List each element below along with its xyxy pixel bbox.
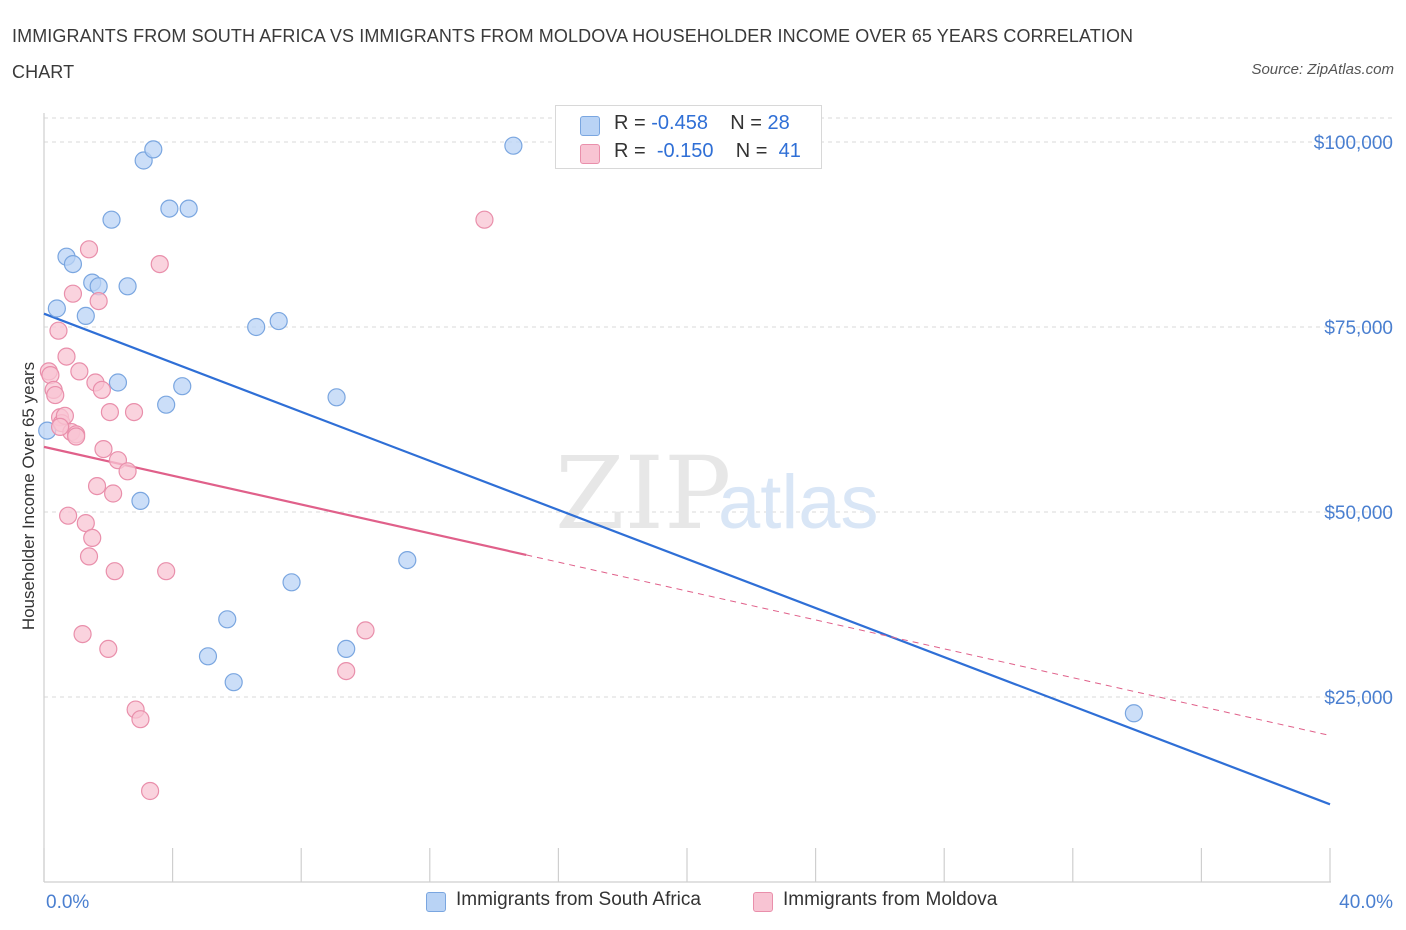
- series-label-moldova: Immigrants from Moldova: [783, 889, 998, 910]
- series-swatch-moldova: [753, 892, 773, 912]
- point-moldova: [100, 403, 120, 422]
- point-moldova: [41, 366, 60, 385]
- trend-line-south-africa: [43, 312, 1331, 806]
- legend-r-value: -0.150: [656, 140, 714, 162]
- point-moldova: [118, 462, 137, 481]
- watermark-atlas: atlas: [718, 460, 879, 545]
- data-points: [38, 136, 1143, 801]
- gridlines: [44, 117, 1394, 698]
- y-tick-label: $25,000: [1324, 688, 1393, 709]
- point-south-africa: [247, 317, 266, 337]
- legend-n-label: N =: [735, 140, 768, 162]
- point-moldova: [46, 385, 65, 405]
- legend-swatch-south-africa: [580, 116, 600, 136]
- point-south-africa: [224, 673, 243, 692]
- point-south-africa: [47, 299, 66, 318]
- y-axis-label: Householder Income Over 65 years: [19, 362, 38, 630]
- point-moldova: [356, 621, 375, 640]
- source-label: Source: ZipAtlas.com: [1251, 61, 1394, 78]
- point-south-africa: [1124, 704, 1143, 723]
- point-south-africa: [144, 140, 163, 159]
- series-legend: Immigrants from South Africa Immigrants …: [0, 889, 1406, 915]
- point-south-africa: [157, 395, 176, 414]
- point-moldova: [79, 240, 99, 259]
- point-moldova: [59, 506, 78, 525]
- point-moldova: [337, 661, 356, 681]
- point-south-africa: [269, 311, 288, 331]
- point-moldova: [57, 347, 76, 366]
- legend-n-value: 41: [778, 140, 801, 162]
- point-south-africa: [218, 610, 237, 629]
- chart-title: IMMIGRANTS FROM SOUTH AFRICA VS IMMIGRAN…: [12, 26, 1134, 82]
- point-south-africa: [198, 647, 218, 666]
- legend-r-value: -0.458: [651, 112, 708, 134]
- point-moldova: [89, 292, 108, 311]
- point-south-africa: [398, 550, 417, 570]
- trend-lines: [43, 312, 1331, 806]
- correlation-legend: R = -0.458 N = 28 R = -0.150 N = 41: [555, 105, 822, 169]
- series-swatch-south-africa: [426, 892, 446, 912]
- point-moldova: [83, 528, 102, 548]
- point-moldova: [124, 403, 144, 422]
- axis-labels: $25,000 $50,000 $75,000 $100,000 0.0% 40.0% Ho…: [19, 133, 1393, 913]
- point-moldova: [79, 547, 99, 566]
- legend-swatch-moldova: [580, 144, 600, 164]
- point-south-africa: [131, 491, 150, 510]
- point-moldova: [104, 484, 123, 503]
- point-south-africa: [102, 210, 121, 229]
- point-south-africa: [108, 373, 128, 392]
- axes: [43, 113, 1331, 883]
- point-south-africa: [173, 377, 192, 396]
- point-moldova: [99, 639, 118, 659]
- point-moldova: [73, 624, 92, 644]
- x-tick-label: 0.0%: [46, 892, 89, 913]
- point-south-africa: [282, 573, 301, 592]
- watermark-zip: ZIP: [555, 435, 731, 552]
- point-moldova: [475, 210, 494, 229]
- point-moldova: [92, 380, 111, 399]
- series-label-south-africa: Immigrants from South Africa: [456, 889, 701, 910]
- point-south-africa: [160, 199, 179, 218]
- point-moldova: [140, 781, 160, 801]
- legend-r-label: R =: [614, 140, 646, 162]
- point-south-africa: [504, 136, 523, 155]
- legend-n-value: 28: [767, 112, 790, 134]
- point-moldova: [63, 284, 83, 303]
- point-moldova: [150, 255, 169, 274]
- legend-r-label: R =: [614, 112, 646, 134]
- y-tick-label: $50,000: [1324, 503, 1393, 524]
- y-tick-label: $75,000: [1324, 318, 1393, 339]
- y-tick-label: $100,000: [1314, 133, 1393, 154]
- point-moldova: [94, 440, 113, 459]
- point-south-africa: [118, 277, 137, 296]
- point-moldova: [49, 321, 68, 340]
- point-moldova: [157, 562, 176, 581]
- point-moldova: [50, 417, 70, 436]
- x-tick-label: 40.0%: [1339, 892, 1393, 913]
- point-south-africa: [327, 388, 346, 407]
- point-moldova: [131, 710, 150, 729]
- point-moldova: [67, 427, 86, 446]
- point-moldova: [70, 362, 89, 381]
- legend-n-label: N =: [730, 112, 762, 134]
- point-moldova: [87, 477, 107, 496]
- point-south-africa: [63, 255, 83, 274]
- point-moldova: [105, 562, 124, 581]
- point-south-africa: [179, 199, 198, 218]
- point-south-africa: [337, 639, 356, 659]
- trend-line-moldova-extension: [526, 554, 1331, 736]
- point-south-africa: [76, 306, 95, 325]
